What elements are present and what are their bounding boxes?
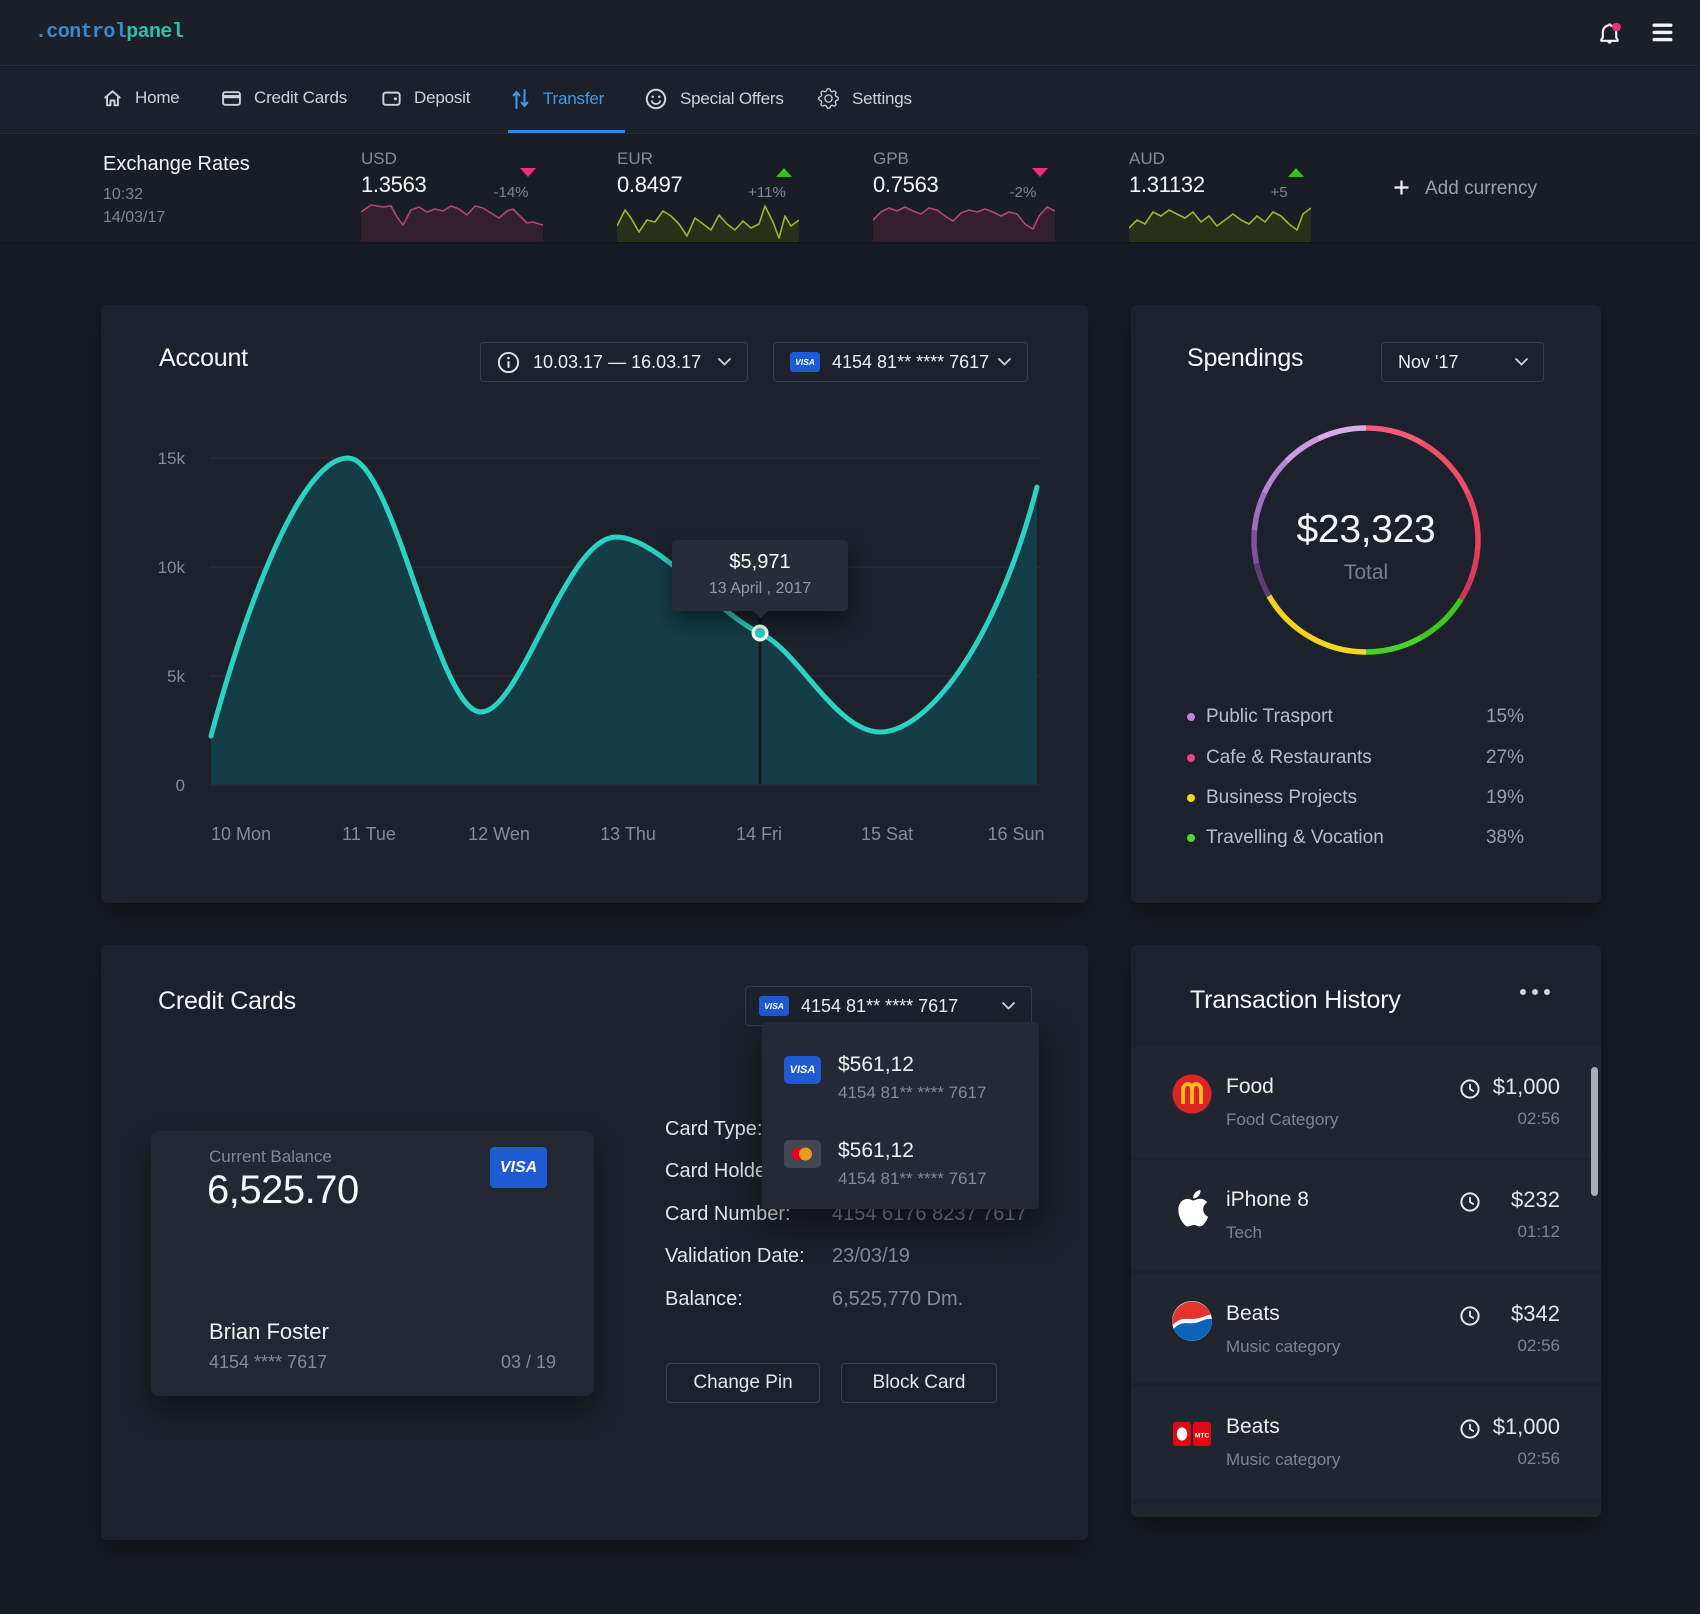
svg-text:МТС: МТС [1195, 1433, 1210, 1440]
